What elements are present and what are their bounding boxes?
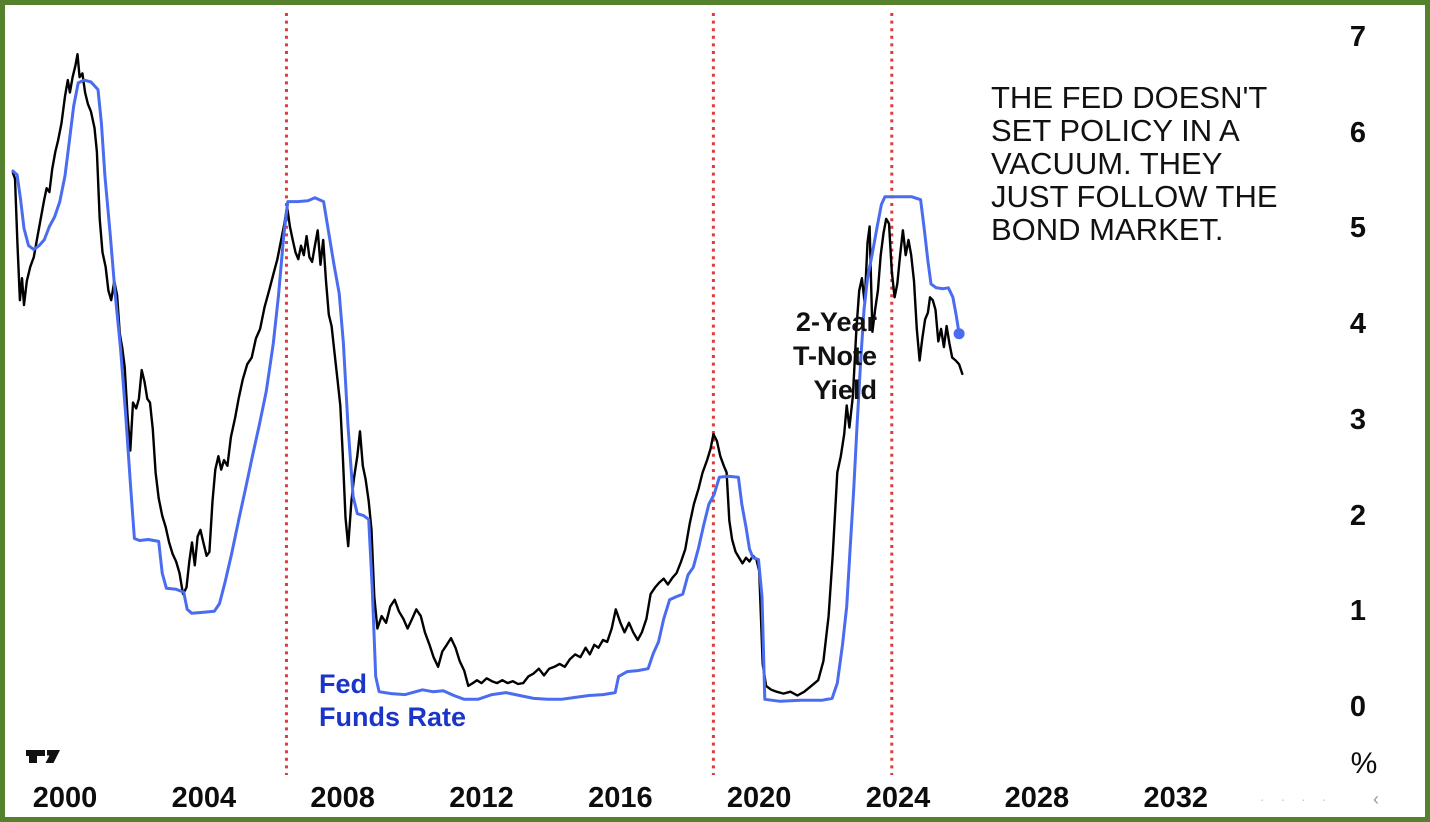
y-tick-label: 4 [1349,308,1367,341]
red-dotted-event-lines [284,13,894,775]
y-axis-unit-label: % [1350,747,1378,780]
x-tick-label: 2024 [865,782,931,814]
x-tick-label: 2032 [1143,782,1208,814]
y-tick-label: 2 [1349,499,1367,532]
2-year-t-note-yield-line [11,53,964,697]
x-tick-label: 2012 [449,782,514,814]
fed-funds-rate-line [11,78,961,703]
fed-funds-last-value-dot [953,328,965,340]
series-lines [11,53,965,703]
y-tick-label: 3 [1349,403,1367,436]
y-tick-label: 1 [1349,595,1367,628]
tradingview-logo-bar [26,750,45,763]
x-tick-label: 2020 [726,782,792,814]
x-tick-label: 2004 [171,782,237,814]
y-tick-label: 6 [1349,116,1367,149]
y-tick-label: 0 [1349,691,1367,723]
x-tick-label: 2000 [32,782,98,814]
y-tick-label: 5 [1349,212,1367,245]
fed-funds-series-label: Fed Funds Rate [319,669,467,732]
x-tick-label: 2016 [588,782,653,814]
tradingview-logo-check [45,750,60,763]
annotation-text: THE FED DOESN'T SET POLICY IN A VACUUM. … [991,80,1278,247]
t-note-series-label: 2-Year T-Note Yield [793,307,877,405]
chart-canvas [11,13,965,775]
y-tick-label: 7 [1349,21,1367,53]
x-tick-label: 2028 [1004,782,1070,814]
x-tick-label: 2008 [310,782,375,814]
tradingview-logo-icon [26,750,60,763]
faded-toolbar-marks: · · · · [1260,791,1333,807]
faded-chevron-icon: ‹ [1373,789,1379,809]
